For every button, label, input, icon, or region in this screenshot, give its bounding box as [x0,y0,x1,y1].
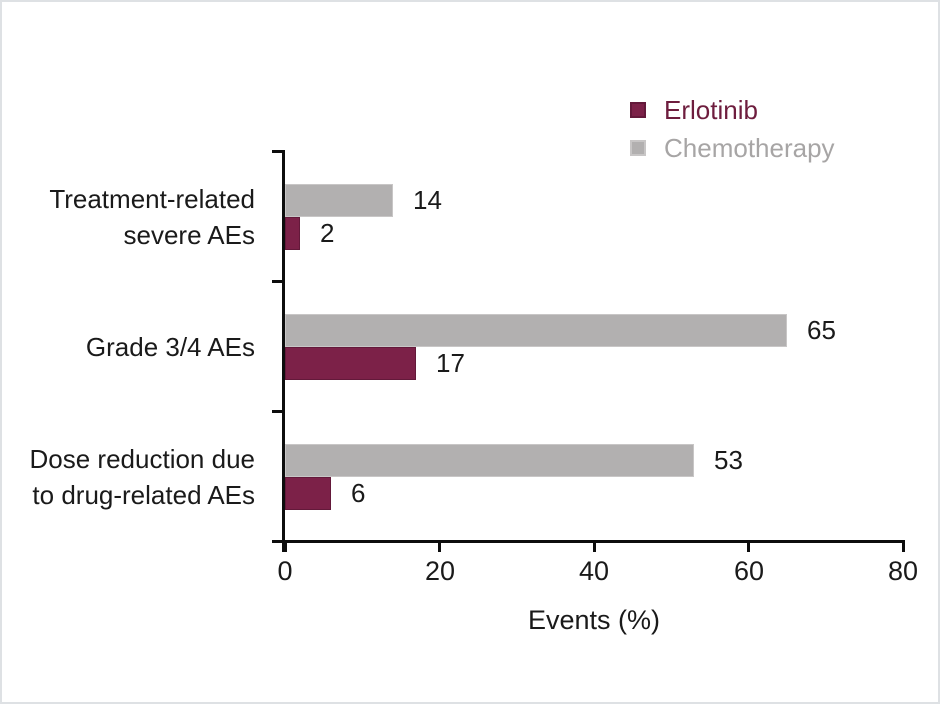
value-label: 53 [714,445,743,475]
category-label-line: Grade 3/4 AEs [85,332,255,362]
x-tick-label: 60 [733,556,765,586]
chemotherapy-swatch-icon [630,140,646,156]
value-label: 2 [320,218,335,248]
bar-erlotinib-0 [285,217,300,250]
bar-erlotinib-1 [285,347,416,380]
bar-chemotherapy-1 [285,314,787,347]
category-label-line: Dose reduction due [29,444,255,474]
y-axis-category-tick [272,410,285,413]
category-label: Grade 3/4 AEs [2,329,255,365]
category-label-line: severe AEs [123,220,255,250]
category-label-line: Treatment-related [49,184,255,214]
x-tick-label: 0 [277,556,293,586]
y-axis-top-cap [272,150,285,153]
legend-label-chemotherapy: Chemotherapy [664,132,835,163]
category-label: Dose reduction due to drug-related AEs [2,441,255,513]
legend-item-erlotinib: Erlotinib [630,91,835,129]
legend: Erlotinib Chemotherapy [630,91,835,167]
x-tick-label: 40 [578,556,610,586]
erlotinib-swatch-icon [630,102,646,118]
x-axis-line [272,540,905,543]
x-axis-title: Events (%) [527,605,661,635]
category-label: Treatment-related severe AEs [2,181,255,253]
value-label: 14 [413,185,442,215]
category-label-line: to drug-related AEs [32,480,255,510]
x-axis-tick [902,540,905,552]
y-axis-category-tick [272,280,285,283]
x-axis-tick [593,540,596,552]
legend-label-erlotinib: Erlotinib [664,94,758,125]
bar-chemotherapy-0 [285,184,393,217]
x-axis-tick [438,540,441,552]
x-axis-tick [747,540,750,552]
y-axis-line [282,150,285,552]
bar-chemotherapy-2 [285,444,694,477]
x-tick-label: 20 [424,556,456,586]
value-label: 6 [351,478,366,508]
value-label: 65 [807,315,836,345]
bar-erlotinib-2 [285,477,331,510]
legend-item-chemotherapy: Chemotherapy [630,129,835,167]
value-label: 17 [436,348,465,378]
x-tick-label: 80 [887,556,919,586]
x-axis-tick [284,540,287,552]
